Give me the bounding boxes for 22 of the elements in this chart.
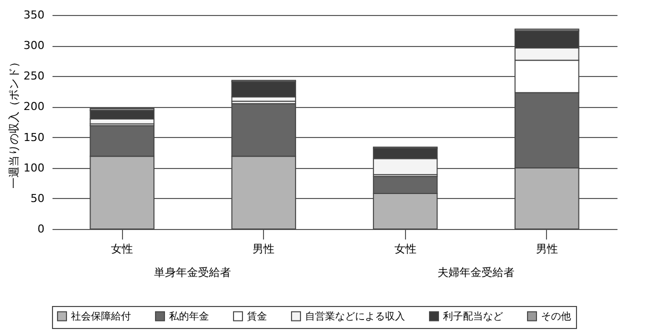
legend-label: その他 <box>541 310 571 322</box>
bar <box>231 81 296 98</box>
y-tick-label: 100 <box>24 161 44 174</box>
y-tick-label: 250 <box>24 70 44 83</box>
y-tick-label: 350 <box>24 8 44 22</box>
x-tick-label: 女性 <box>394 242 416 256</box>
x-tick-label: 女性 <box>111 242 134 256</box>
legend-label: 賃金 <box>247 310 267 322</box>
y-tick-label: 150 <box>24 130 44 144</box>
x-tick-label: 男性 <box>252 242 275 256</box>
legend-label: 利子配当など <box>443 310 503 322</box>
y-tick-label: 200 <box>24 100 44 114</box>
text: 単身年金受給者 <box>154 266 232 279</box>
y-tick-label: 300 <box>24 39 44 52</box>
legend-label: 自営業などによる収入 <box>305 310 405 322</box>
y-tick-label: 50 <box>30 192 44 205</box>
legend-label: 社会保障給付 <box>71 310 131 322</box>
y-tick-label: 0 <box>38 222 44 236</box>
text: 夫婦年金受給者 <box>437 266 514 279</box>
x-tick-label: 男性 <box>536 242 558 256</box>
y-axis-title: 一週当りの収入（ポンド） <box>8 56 21 188</box>
legend-label: 私的年金 <box>169 310 209 322</box>
